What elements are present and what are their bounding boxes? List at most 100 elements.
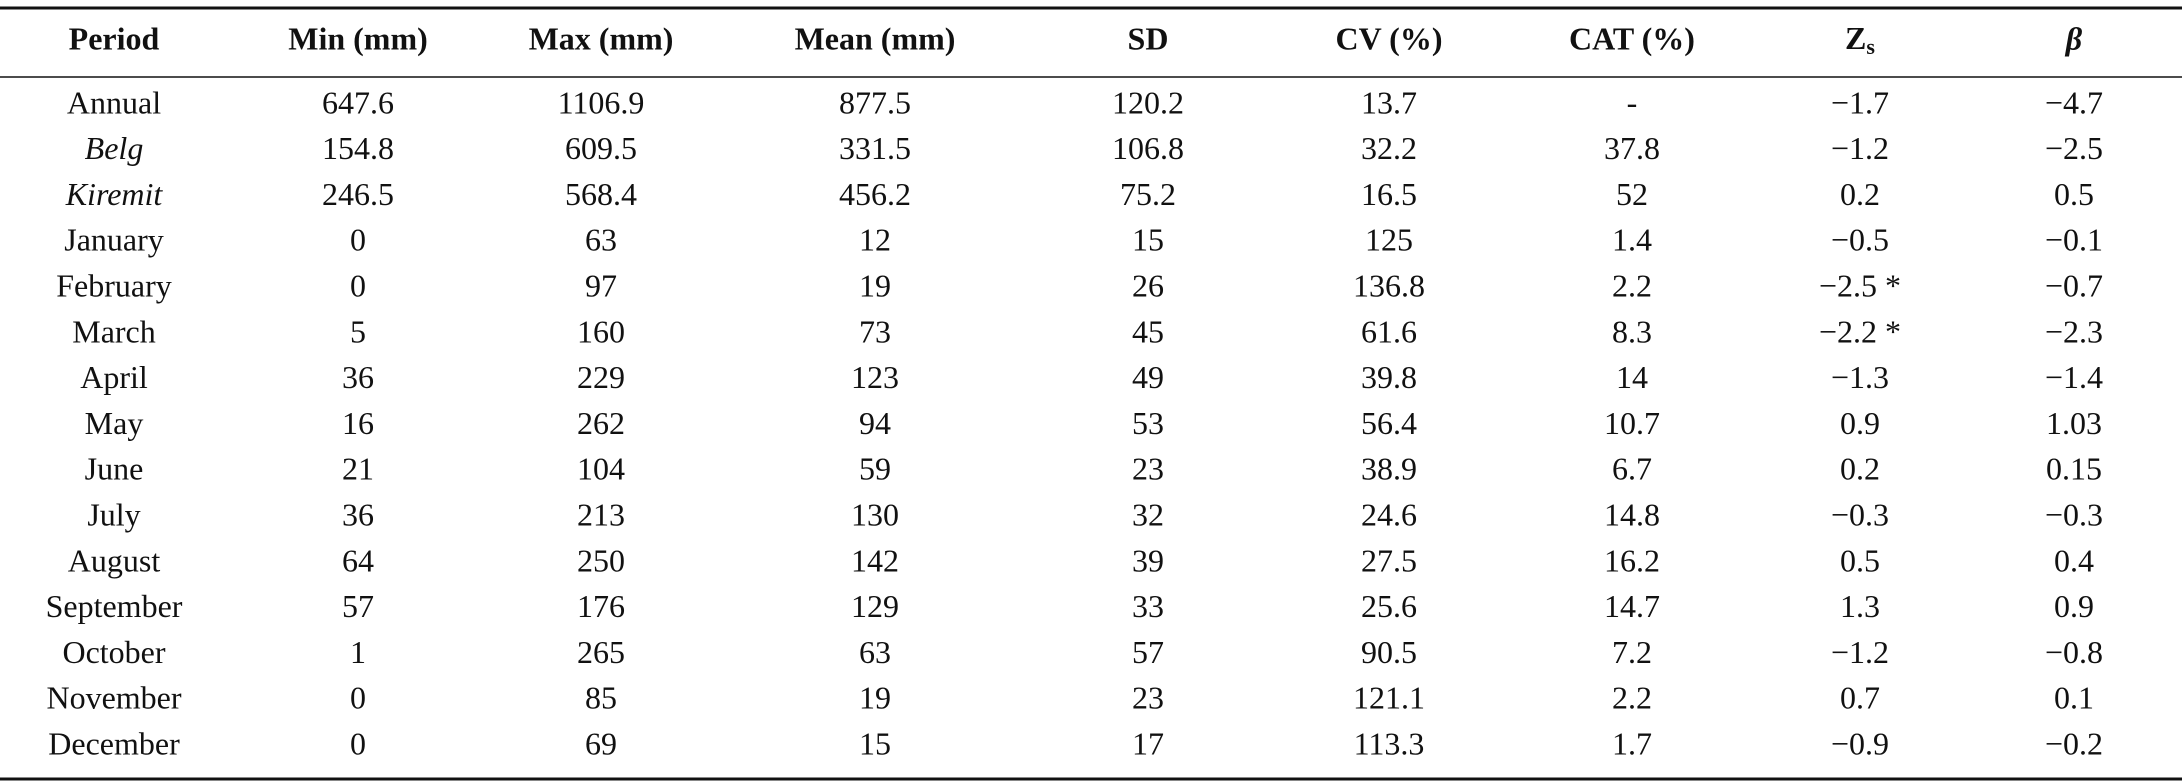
cell: 90.5 (1361, 634, 1417, 670)
cell: 38.9 (1361, 451, 1417, 487)
cell: 0 (350, 680, 366, 716)
cell: 13.7 (1361, 84, 1417, 120)
column-header: SD (1128, 20, 1169, 56)
cell: 2.2 (1612, 268, 1652, 304)
cell: −1.7 (1831, 84, 1889, 120)
cell: 63 (585, 222, 617, 258)
column-header: β (2065, 20, 2083, 56)
cell: 160 (577, 313, 625, 349)
cell: - (1627, 84, 1638, 120)
row-label: August (68, 542, 161, 578)
cell: 877.5 (839, 84, 911, 120)
cell: 37.8 (1604, 130, 1660, 166)
cell: 0.5 (1840, 542, 1880, 578)
cell: 125 (1365, 222, 1413, 258)
row-label: November (46, 680, 181, 716)
cell: 0.9 (2054, 588, 2094, 624)
cell: 32 (1132, 497, 1164, 533)
cell: 6.7 (1612, 451, 1652, 487)
cell: 61.6 (1361, 313, 1417, 349)
cell: −0.2 (2045, 726, 2103, 762)
cell: 154.8 (322, 130, 394, 166)
cell: 97 (585, 268, 617, 304)
column-header: Min (mm) (288, 20, 428, 56)
cell: 609.5 (565, 130, 637, 166)
cell: −0.1 (2045, 222, 2103, 258)
cell: 5 (350, 313, 366, 349)
cell: 229 (577, 359, 625, 395)
cell: 0.4 (2054, 542, 2094, 578)
cell: 63 (859, 634, 891, 670)
row-label: June (85, 451, 144, 487)
cell: 8.3 (1612, 313, 1652, 349)
cell: 19 (859, 680, 891, 716)
cell: 331.5 (839, 130, 911, 166)
cell: 265 (577, 634, 625, 670)
cell: 15 (859, 726, 891, 762)
cell: 85 (585, 680, 617, 716)
cell: 456.2 (839, 176, 911, 212)
cell: 113.3 (1354, 726, 1425, 762)
row-label: Annual (67, 84, 161, 120)
cell: 568.4 (565, 176, 637, 212)
cell: 14.8 (1604, 497, 1660, 533)
cell: 1 (350, 634, 366, 670)
cell: 16.2 (1604, 542, 1660, 578)
row-label: March (72, 313, 156, 349)
cell: 262 (577, 405, 625, 441)
cell: 25.6 (1361, 588, 1417, 624)
cell: 1.3 (1840, 588, 1880, 624)
cell: 0.1 (2054, 680, 2094, 716)
header-subscript: s (1866, 34, 1875, 59)
cell: 39.8 (1361, 359, 1417, 395)
row-label: September (46, 588, 183, 624)
cell: 23 (1132, 680, 1164, 716)
cell: 0.15 (2046, 451, 2102, 487)
cell: 75.2 (1120, 176, 1176, 212)
column-header: CV (%) (1336, 20, 1443, 56)
cell: 647.6 (322, 84, 394, 120)
cell: 10.7 (1604, 405, 1660, 441)
cell: 64 (342, 542, 374, 578)
cell: −2.3 (2045, 313, 2103, 349)
cell: 1.03 (2046, 405, 2102, 441)
column-header: CAT (%) (1569, 20, 1695, 56)
row-label: July (87, 497, 140, 533)
cell: −1.2 (1831, 634, 1889, 670)
cell: −4.7 (2045, 84, 2103, 120)
cell: 120.2 (1112, 84, 1184, 120)
cell: 27.5 (1361, 542, 1417, 578)
cell: 0.2 (1840, 176, 1880, 212)
column-header: Mean (mm) (795, 20, 956, 56)
cell: −0.7 (2045, 268, 2103, 304)
cell: 57 (1132, 634, 1164, 670)
cell: −1.4 (2045, 359, 2103, 395)
cell: −1.2 (1831, 130, 1889, 166)
row-label: October (62, 634, 165, 670)
cell: −0.3 (1831, 497, 1889, 533)
cell: 250 (577, 542, 625, 578)
cell: 213 (577, 497, 625, 533)
cell: 0.5 (2054, 176, 2094, 212)
column-header: Zs (1845, 20, 1875, 59)
cell: 0.2 (1840, 451, 1880, 487)
cell: 1.7 (1612, 726, 1652, 762)
cell: 69 (585, 726, 617, 762)
cell: 129 (851, 588, 899, 624)
cell: 142 (851, 542, 899, 578)
cell: 0 (350, 222, 366, 258)
cell: 45 (1132, 313, 1164, 349)
cell: 17 (1132, 726, 1164, 762)
cell: −2.5 * (1819, 268, 1901, 304)
cell: 33 (1132, 588, 1164, 624)
cell: 104 (577, 451, 625, 487)
cell: 176 (577, 588, 625, 624)
row-label: February (56, 268, 172, 304)
row-label: December (48, 726, 180, 762)
cell: −2.2 * (1819, 313, 1901, 349)
row-label: April (80, 359, 148, 395)
cell: −0.3 (2045, 497, 2103, 533)
cell: 14 (1616, 359, 1648, 395)
row-label: May (85, 405, 144, 441)
cell: 32.2 (1361, 130, 1417, 166)
